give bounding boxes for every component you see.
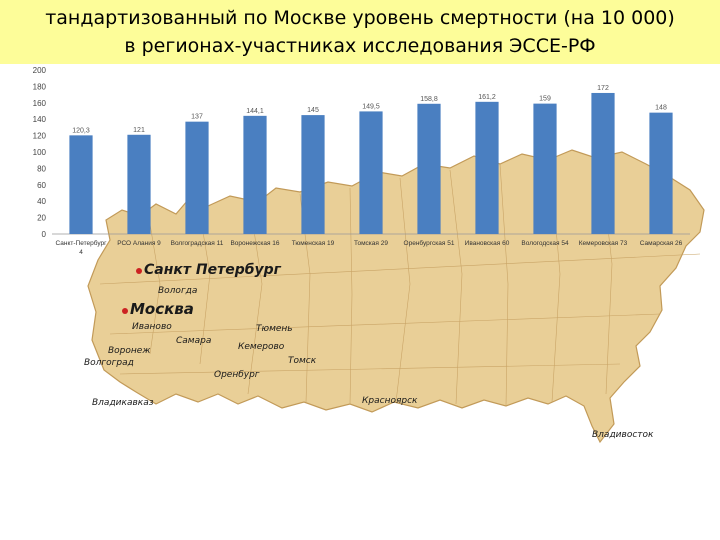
bar <box>475 101 499 234</box>
category-label: Воронежская 16 <box>230 240 279 247</box>
category-label: Оренбургская 51 <box>404 239 455 247</box>
bar <box>533 103 557 234</box>
title-band: тандартизованный по Москве уровень смерт… <box>0 0 720 64</box>
y-tick-label: 80 <box>37 164 46 173</box>
category-label: Томская 29 <box>354 240 388 247</box>
map-label-tyumen: Тюмень <box>256 324 293 334</box>
map-label-samara: Самара <box>176 336 212 346</box>
city-dot <box>136 268 142 274</box>
bar-value-label: 159 <box>539 96 551 103</box>
category-label: РСО Алания 9 <box>117 240 161 247</box>
category-label: Волгоградская 11 <box>171 240 224 247</box>
bar-value-label: 144,1 <box>246 108 264 115</box>
y-tick-label: 40 <box>37 197 46 206</box>
y-tick-label: 0 <box>42 230 47 239</box>
bar <box>301 115 325 234</box>
bar <box>243 115 267 234</box>
map-label-krasnoyarsk: Красноярск <box>362 396 418 406</box>
bar <box>127 134 151 234</box>
bar <box>649 112 673 234</box>
chart-and-map-area: Санкт Петербург Вологда Москва Иваново С… <box>0 64 720 540</box>
map-label-tomsk: Томск <box>288 356 317 366</box>
y-tick-label: 20 <box>37 214 46 223</box>
bar-value-label: 161,2 <box>478 94 496 101</box>
y-tick-label: 140 <box>33 115 47 124</box>
bar-chart: 0 20 40 60 80 100 120 140 160 180 200 120,3 Санкт-Пе… <box>33 66 690 256</box>
chart-title-line-2: в регионах-участниках исследования ЭССЕ-… <box>124 35 596 57</box>
bar-value-label: 172 <box>597 85 609 92</box>
map-label-voronezh: Воронеж <box>108 346 151 356</box>
category-label: Ивановская 60 <box>465 240 510 247</box>
bar <box>69 135 93 234</box>
y-tick-label: 120 <box>33 132 47 141</box>
y-tick-label: 100 <box>33 148 47 157</box>
bar-value-label: 120,3 <box>72 127 90 134</box>
y-tick-label: 180 <box>33 82 47 91</box>
category-label: Самарская 26 <box>640 240 683 247</box>
map-label-vladikavkaz: Владикавказ <box>92 398 154 408</box>
city-dot <box>122 308 128 314</box>
map-label-kemerovo: Кемерово <box>238 342 285 352</box>
map-label-ivanovo: Иваново <box>132 322 172 332</box>
bar <box>359 111 383 234</box>
category-label: Тюменская 19 <box>292 240 335 247</box>
bar <box>591 92 615 235</box>
map-label-spb: Санкт Петербург <box>136 262 281 278</box>
y-tick-label: 160 <box>33 99 47 108</box>
bar-value-label: 121 <box>133 127 145 134</box>
bar-value-label: 149,5 <box>362 103 380 110</box>
bar-value-label: 158,8 <box>420 96 438 103</box>
region-borders <box>99 157 701 407</box>
category-label: Вологодская 54 <box>521 240 569 247</box>
category-label: Санкт-Петербург <box>56 239 108 247</box>
bar-value-label: 137 <box>191 114 203 121</box>
bar <box>417 103 441 234</box>
y-tick-label: 60 <box>37 181 46 190</box>
bar <box>185 121 209 234</box>
map-label-vladivostok: Владивосток <box>592 430 654 440</box>
map-label-volgograd: Волгоград <box>84 358 134 368</box>
map-label-orenburg: Оренбург <box>214 370 260 380</box>
bar-value-label: 145 <box>307 107 319 114</box>
map-label-moscow: Москва <box>122 300 194 318</box>
category-label: Кемеровская 73 <box>579 240 628 247</box>
chart-title-line-1: тандартизованный по Москве уровень смерт… <box>45 7 675 29</box>
bar-value-label: 148 <box>655 105 667 112</box>
map-label-vologda: Вологда <box>158 286 198 296</box>
y-tick-label: 200 <box>33 66 47 75</box>
category-label-line-2: 4 <box>79 249 83 256</box>
